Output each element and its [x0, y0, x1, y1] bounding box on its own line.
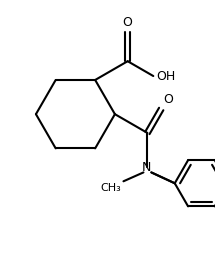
- Text: O: O: [163, 93, 173, 106]
- Text: CH₃: CH₃: [101, 183, 121, 193]
- Text: N: N: [142, 161, 151, 174]
- Text: OH: OH: [156, 70, 176, 83]
- Text: O: O: [123, 16, 133, 29]
